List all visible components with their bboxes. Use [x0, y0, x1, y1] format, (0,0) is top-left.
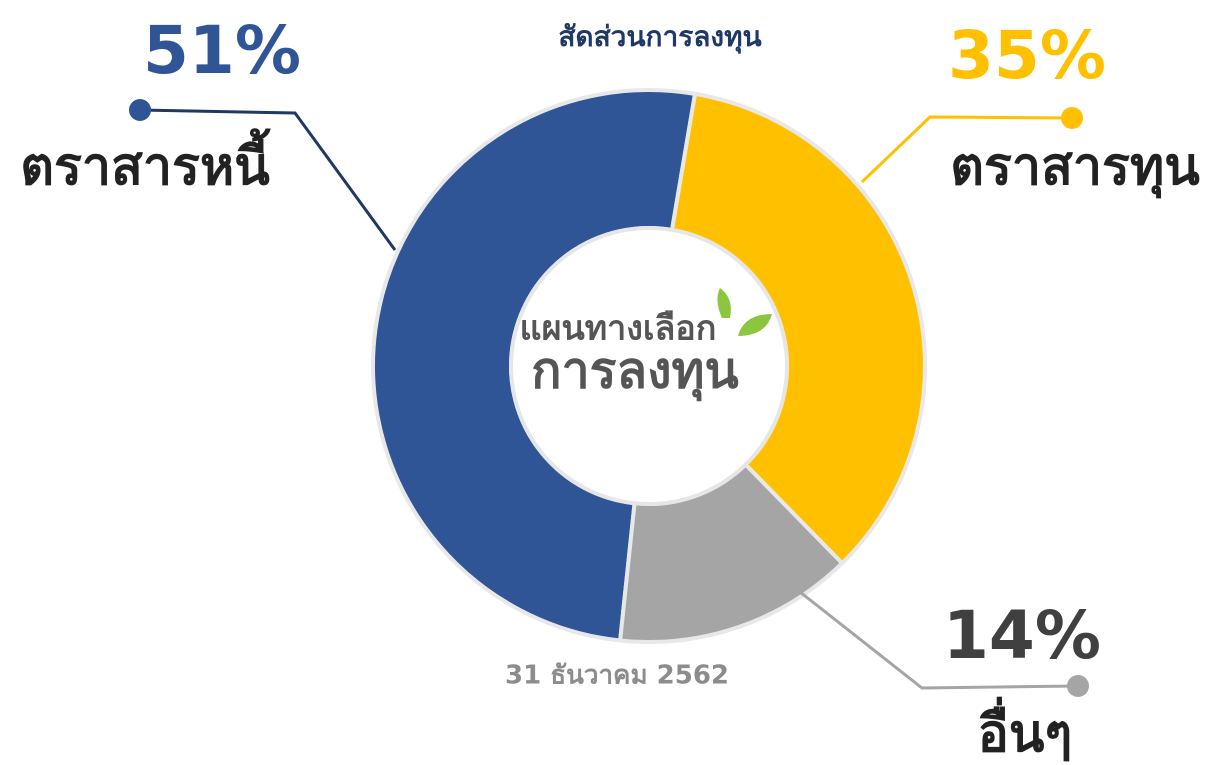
leader-dot	[129, 99, 151, 121]
category-label: ตราสารทุน	[950, 137, 1200, 199]
category-label: ตราสารหนี้	[20, 128, 271, 197]
logo-text: แผนทางเลือก	[520, 309, 717, 349]
value-label: 35%	[948, 17, 1106, 94]
donut	[371, 88, 927, 644]
logo-text: การลงทุน	[531, 342, 738, 402]
chart-subtitle: 31 ธันวาคม 2562	[505, 661, 729, 691]
logo-leaf	[738, 314, 772, 336]
leader-dot	[1067, 675, 1089, 697]
chart-title: สัดส่วนการลงทุน	[558, 20, 761, 54]
logo-leaf	[717, 288, 731, 318]
category-label: อื่นๆ	[978, 697, 1073, 764]
leader-dot	[1061, 107, 1083, 129]
leader-line	[139, 108, 397, 251]
leader-line	[799, 590, 1079, 690]
value-label: 14%	[943, 597, 1101, 674]
leader-line	[860, 115, 1073, 184]
value-label: 51%	[143, 12, 301, 89]
